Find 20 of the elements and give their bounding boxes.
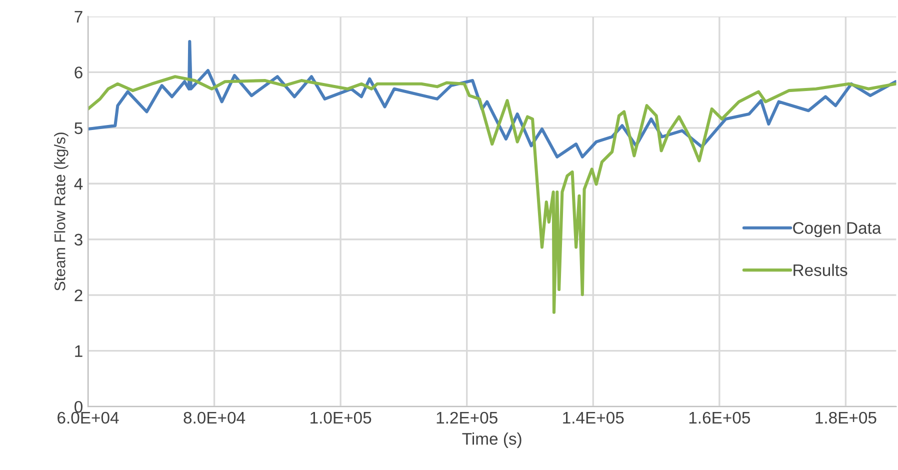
x-tick-label: 1.6E+05 xyxy=(689,412,750,424)
x-tick-label: 1.2E+05 xyxy=(436,412,498,424)
y-axis-title: Steam Flow Rate (kg/s) xyxy=(54,132,68,291)
line-series xyxy=(88,75,896,314)
x-tick-label: 6.0E+04 xyxy=(58,412,119,424)
x-tick-label: 1.4E+05 xyxy=(563,412,624,424)
y-tick-label: 5 xyxy=(74,122,82,134)
x-tick-label: 8.0E+04 xyxy=(184,412,246,424)
legend-label: Cogen Data xyxy=(793,222,882,238)
y-tick-label: 2 xyxy=(74,289,82,302)
y-tick-label: 4 xyxy=(74,178,83,190)
y-tick-label: 3 xyxy=(74,234,82,246)
x-axis-title: Time (s) xyxy=(462,432,522,448)
x-tick-label: 1.0E+05 xyxy=(310,412,372,424)
y-tick-label: 6 xyxy=(74,66,82,78)
y-tick-label: 0 xyxy=(74,400,82,413)
y-tick-label: 7 xyxy=(74,11,82,22)
legend-label: Results xyxy=(794,264,848,276)
x-tick-label: 1.8E+05 xyxy=(816,412,876,424)
y-tick-label: 1 xyxy=(75,345,82,357)
